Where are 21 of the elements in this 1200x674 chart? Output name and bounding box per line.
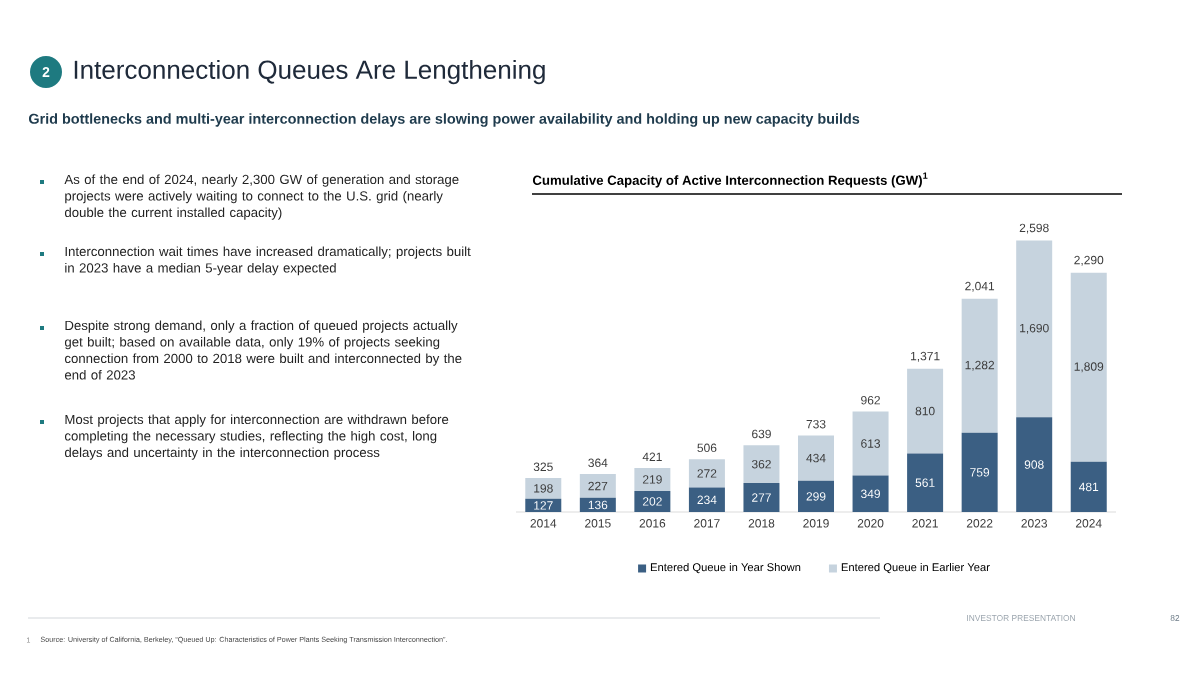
bar xyxy=(1070,461,1107,513)
bar xyxy=(743,483,780,513)
bar xyxy=(525,478,562,499)
bar xyxy=(1070,272,1107,462)
bar xyxy=(961,432,998,513)
bar xyxy=(852,411,889,476)
bar xyxy=(961,298,998,433)
bar xyxy=(688,487,725,513)
bar xyxy=(579,474,616,498)
bar xyxy=(907,453,944,513)
text: Interconnection Queues Are Lengthening xyxy=(74,59,545,85)
bar xyxy=(1016,240,1053,418)
bar xyxy=(634,490,671,513)
bar xyxy=(634,468,671,491)
bar xyxy=(798,435,835,481)
bar xyxy=(1016,417,1053,513)
bar xyxy=(688,459,725,488)
bar xyxy=(743,445,780,484)
bar xyxy=(798,480,835,513)
bar xyxy=(852,475,889,513)
bar xyxy=(907,368,944,454)
